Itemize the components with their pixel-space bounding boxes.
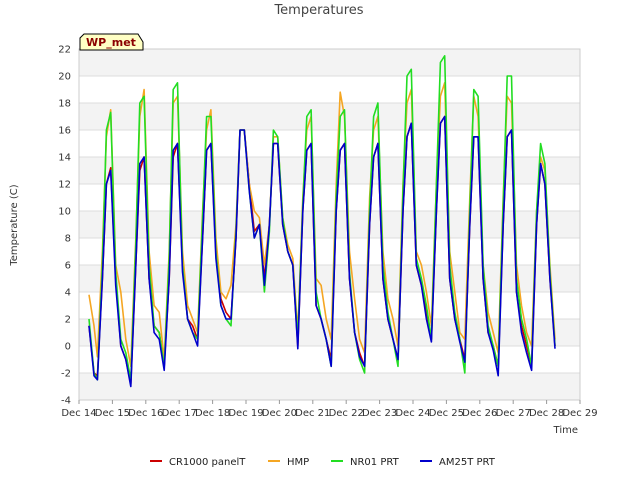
x-tick-label: Dec 29 [562,408,597,419]
wp-met-badge: WP_met [79,33,144,51]
plot-band [79,265,580,292]
legend-label: NR01 PRT [350,457,400,468]
x-tick-label: Dec 20 [262,408,297,419]
y-tick-label: 4 [65,288,71,299]
y-tick-label: -2 [61,369,71,380]
plot-band [79,211,580,238]
legend-label: CR1000 panelT [169,457,246,468]
x-tick-label: Dec 28 [529,408,564,419]
y-tick-label: -4 [61,396,71,407]
x-tick-label: Dec 16 [128,408,163,419]
x-tick-label: Dec 26 [462,408,497,419]
badge-label: WP_met [86,36,136,49]
y-tick-label: 8 [65,234,71,245]
y-tick-label: 0 [65,342,71,353]
plot-band [79,157,580,184]
y-tick-label: 20 [58,72,71,83]
x-tick-label: Dec 21 [295,408,330,419]
y-tick-label: 14 [58,153,71,164]
x-tick-label: Dec 23 [362,408,397,419]
x-tick-label: Dec 27 [496,408,531,419]
legend: CR1000 panelT HMP NR01 PRT AM25T PRT [150,457,496,468]
x-tick-label: Dec 19 [228,408,263,419]
x-tick-label: Dec 18 [195,408,230,419]
y-tick-label: 22 [58,45,71,56]
y-tick-labels: -4 -2 0 2 4 6 8 10 12 14 16 18 20 22 [58,45,71,407]
legend-label: HMP [287,457,309,468]
y-tick-label: 6 [65,261,71,272]
y-tick-label: 18 [58,99,71,110]
plot-band [79,49,580,76]
chart-title: Temperatures [273,3,363,18]
x-axis-title: Time [553,425,578,436]
series-lines [88,54,556,388]
legend-label: AM25T PRT [439,457,496,468]
x-tick-label: Dec 25 [429,408,464,419]
y-tick-label: 2 [65,315,71,326]
series-line [88,115,556,388]
y-axis-title: Temperature (C) [9,184,20,266]
y-tick-label: 16 [58,126,71,137]
x-tick-label: Dec 24 [395,408,430,419]
plot-frame [78,48,581,401]
y-tick-label: 12 [58,180,71,191]
x-tick-label: Dec 15 [95,408,130,419]
x-tick-label: Dec 14 [61,408,96,419]
plot-band [79,103,580,130]
x-tick-label: Dec 17 [162,408,197,419]
plot-bands [79,49,580,400]
y-tick-label: 10 [58,207,71,218]
x-tick-label: Dec 22 [329,408,364,419]
plot-band [79,373,580,400]
